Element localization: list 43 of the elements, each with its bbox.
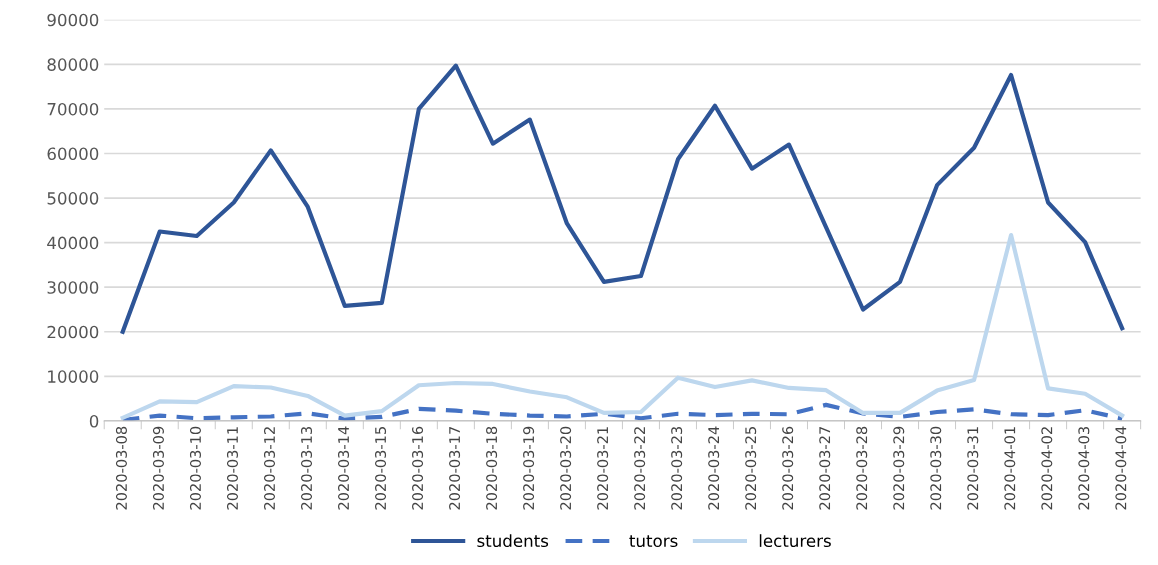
x-tick-label: 2020-03-26 xyxy=(782,426,794,510)
x-tick-label: 2020-03-09 xyxy=(152,426,164,510)
x-tick-label: 2020-04-04 xyxy=(1115,426,1127,510)
x-tick-label: 2020-04-01 xyxy=(1004,427,1016,510)
y-tick-label: 60000 xyxy=(47,147,99,161)
x-tick-label: 2020-03-15 xyxy=(375,427,387,510)
x-tick-label: 2020-03-14 xyxy=(338,426,350,510)
legend-label: students xyxy=(477,534,549,548)
y-tick-label: 70000 xyxy=(47,102,99,116)
x-tick-label: 2020-04-03 xyxy=(1078,426,1090,510)
y-tick-label: 80000 xyxy=(47,58,99,71)
x-tick-label: 2020-03-10 xyxy=(189,426,201,510)
x-tick-label: 2020-03-18 xyxy=(486,426,498,510)
x-tick-label: 2020-03-23 xyxy=(671,426,683,510)
x-tick-label: 2020-03-29 xyxy=(893,426,905,510)
x-tick-label: 2020-03-28 xyxy=(856,426,868,510)
x-tick-label: 2020-04-02 xyxy=(1041,427,1053,510)
y-tick-label: 20000 xyxy=(47,325,99,339)
y-tick-label: 90000 xyxy=(47,13,99,27)
x-tick-label: 2020-03-12 xyxy=(263,427,276,510)
x-tick-label: 2020-03-25 xyxy=(745,427,757,510)
legend-label: lecturers xyxy=(759,534,831,548)
x-tick-label: 2020-03-27 xyxy=(819,427,831,510)
x-tick-label: 2020-03-11 xyxy=(226,427,238,510)
legend-label: tutors xyxy=(629,535,678,548)
line-series xyxy=(120,232,1125,420)
y-tick-label: 40000 xyxy=(47,236,99,250)
x-tick-label: 2020-03-20 xyxy=(560,426,572,510)
y-tick-label: 50000 xyxy=(47,192,99,205)
y-tick-label: 30000 xyxy=(47,281,99,294)
x-tick-label: 2020-03-21 xyxy=(597,427,609,510)
x-tick-label: 2020-03-30 xyxy=(930,426,942,510)
x-tick-label: 2020-03-17 xyxy=(449,427,461,510)
x-tick-label: 2020-03-08 xyxy=(115,426,127,510)
x-tick-label: 2020-03-19 xyxy=(523,426,535,510)
x-tick-label: 2020-03-31 xyxy=(967,427,979,510)
x-tick-label: 2020-03-22 xyxy=(634,427,646,510)
x-tick-label: 2020-03-13 xyxy=(301,426,313,510)
y-tick-label: 0 xyxy=(89,414,99,428)
y-tick-label: 10000 xyxy=(48,370,99,383)
x-tick-label: 2020-03-16 xyxy=(412,426,424,510)
x-tick-label: 2020-03-24 xyxy=(708,426,720,510)
line-series xyxy=(120,63,1125,334)
